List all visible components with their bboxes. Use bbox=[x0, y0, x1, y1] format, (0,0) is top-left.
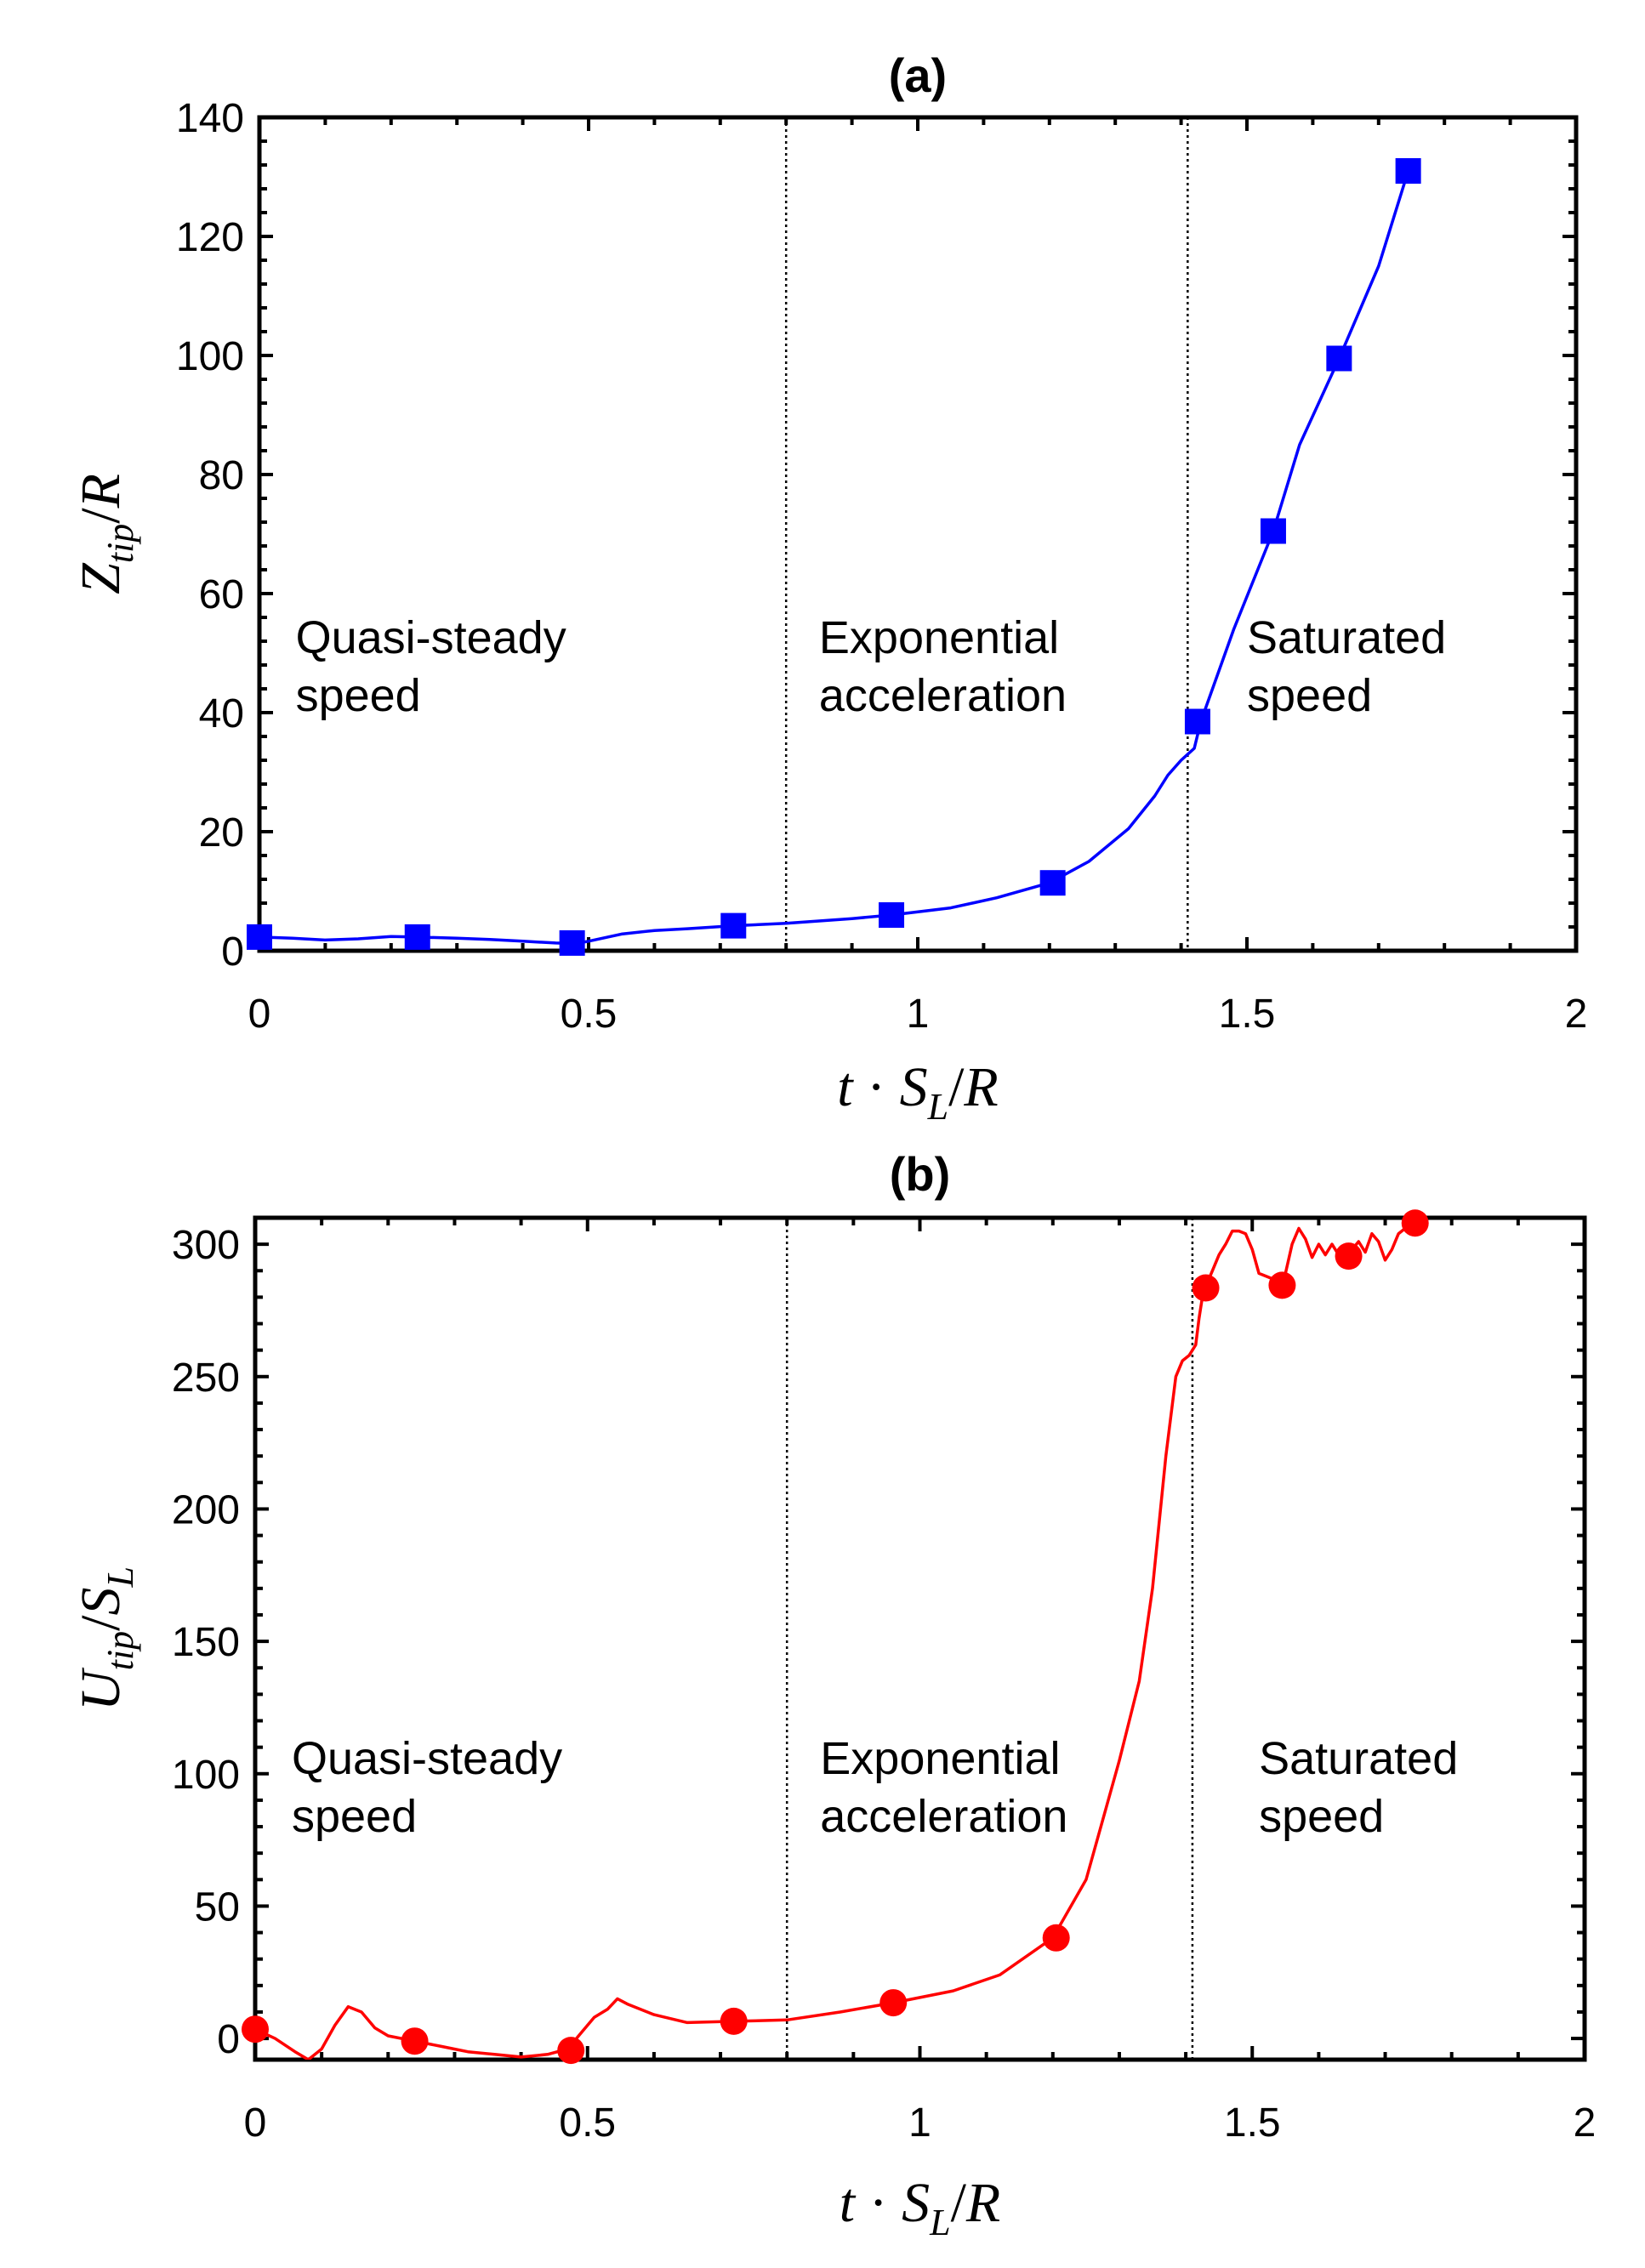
x-tick-label: 0 bbox=[248, 992, 271, 1037]
region-label: speed bbox=[296, 670, 421, 721]
x-tick-label: 1.5 bbox=[1224, 2100, 1281, 2146]
x-tick-label: 1.5 bbox=[1219, 992, 1276, 1037]
y-tick-label: 20 bbox=[199, 810, 244, 855]
region-label: acceleration bbox=[819, 670, 1067, 721]
x-tick-label: 1 bbox=[907, 992, 930, 1037]
y-tick-label: 60 bbox=[199, 572, 244, 617]
x-axis-title: t · SL/R bbox=[837, 1056, 998, 1128]
region-label: speed bbox=[1247, 670, 1372, 721]
y-axis-title: Ztip/R bbox=[70, 474, 141, 594]
data-point-square bbox=[404, 924, 430, 950]
data-point-circle bbox=[1268, 1271, 1296, 1299]
panel-label: (a) bbox=[889, 48, 947, 102]
plot-frame bbox=[257, 115, 1579, 953]
data-point-circle bbox=[242, 2015, 269, 2043]
data-point-square bbox=[1395, 158, 1421, 184]
y-tick-label: 300 bbox=[172, 1223, 240, 1268]
y-tick-label: 100 bbox=[176, 334, 244, 379]
y-tick-label: 120 bbox=[176, 215, 244, 260]
data-point-square bbox=[1184, 708, 1210, 735]
region-label: Quasi-steady bbox=[292, 1733, 562, 1784]
data-series-line bbox=[259, 170, 1410, 946]
data-point-circle bbox=[1401, 1209, 1429, 1237]
y-axis-title: Utip/SL bbox=[70, 1566, 141, 1711]
y-tick-label: 150 bbox=[172, 1620, 240, 1665]
y-tick-label: 80 bbox=[199, 453, 244, 498]
data-point-circle bbox=[401, 2027, 429, 2055]
y-tick-label: 250 bbox=[172, 1356, 240, 1401]
region-label: Exponential bbox=[820, 1733, 1060, 1784]
data-point-circle bbox=[879, 1989, 908, 2017]
plot-frame bbox=[253, 1215, 1587, 2062]
y-tick-label: 40 bbox=[199, 691, 244, 736]
data-point-square bbox=[879, 902, 905, 928]
y-tick-label: 100 bbox=[172, 1753, 240, 1798]
panel-b-chart: (b) 0 0.5 1 1.5 2 0 50 100 150 200 250 300 t · SL/R Ut… bbox=[70, 1147, 1596, 2243]
x-tick-label: 1 bbox=[908, 2100, 931, 2146]
data-point-circle bbox=[557, 2037, 585, 2065]
x-tick-label: 0.5 bbox=[561, 992, 618, 1037]
region-label: Saturated bbox=[1247, 612, 1446, 663]
data-point-circle bbox=[720, 2007, 748, 2035]
data-point-circle bbox=[1335, 1242, 1363, 1270]
data-point-square bbox=[720, 912, 747, 939]
data-point-circle bbox=[1192, 1274, 1220, 1302]
data-point-square bbox=[1039, 870, 1066, 896]
y-tick-label: 0 bbox=[217, 2017, 240, 2062]
data-point-square bbox=[559, 929, 585, 956]
data-point-square bbox=[1326, 345, 1352, 372]
y-tick-label: 0 bbox=[221, 929, 244, 975]
x-tick-label: 0.5 bbox=[559, 2100, 616, 2146]
data-point-square bbox=[247, 924, 272, 950]
region-label: speed bbox=[1259, 1791, 1384, 1842]
x-tick-label: 2 bbox=[1574, 2100, 1597, 2146]
data-series-line bbox=[255, 1221, 1416, 2060]
x-tick-label: 2 bbox=[1565, 992, 1588, 1037]
y-tick-label: 200 bbox=[172, 1487, 240, 1532]
panel-label: (b) bbox=[890, 1147, 951, 1201]
y-tick-label: 50 bbox=[195, 1884, 240, 1930]
y-tick-label: 140 bbox=[176, 96, 244, 141]
data-point-circle bbox=[1042, 1924, 1070, 1952]
region-label: Quasi-steady bbox=[296, 612, 566, 663]
region-label: Exponential bbox=[819, 612, 1059, 663]
x-axis-title: t · SL/R bbox=[840, 2172, 1000, 2243]
data-point-square bbox=[1260, 518, 1286, 544]
region-label: speed bbox=[292, 1791, 417, 1842]
region-label: acceleration bbox=[820, 1791, 1067, 1842]
x-tick-label: 0 bbox=[244, 2100, 267, 2146]
region-label: Saturated bbox=[1259, 1733, 1458, 1784]
